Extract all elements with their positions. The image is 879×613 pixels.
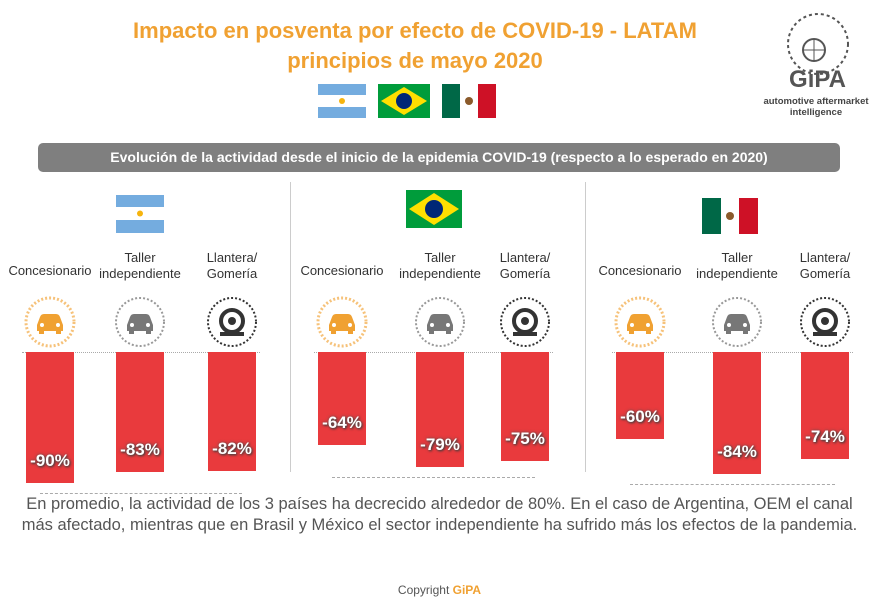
subtitle: principios de mayo 2020 — [287, 48, 543, 73]
category-label: Concesionario — [598, 263, 682, 278]
title: Impacto en posventa por efecto de COVID-… — [133, 18, 697, 43]
value-label: -64% — [322, 412, 362, 432]
value-label: -83% — [120, 440, 160, 460]
logo-name: GiPA — [789, 66, 846, 93]
icon — [207, 297, 257, 347]
value-label: -60% — [620, 407, 660, 426]
value-label: -90% — [30, 450, 70, 470]
category-label: Taller independiente — [399, 250, 481, 281]
copyright: Copyright GiPA — [0, 583, 879, 597]
bar — [713, 352, 761, 474]
category-label: Concesionario — [8, 263, 92, 278]
value-label: -75% — [505, 428, 545, 448]
icon — [115, 297, 165, 347]
logo-mark — [787, 13, 849, 75]
category-label: Concesionario — [300, 263, 384, 278]
bar — [208, 352, 256, 471]
icon — [800, 297, 850, 347]
flag-mexico — [702, 198, 758, 234]
reference-line — [332, 476, 535, 478]
bar — [318, 352, 366, 445]
icon — [614, 296, 666, 348]
separator — [585, 182, 586, 472]
bar — [616, 352, 664, 439]
bar — [801, 352, 849, 460]
separator — [290, 182, 291, 472]
logo-tagline: automotive aftermarket intelligence — [763, 96, 869, 118]
category-label: Taller independiente — [696, 250, 778, 281]
flag-brasil — [406, 190, 462, 228]
category-label: Llantera/ Gomería — [499, 250, 551, 281]
category-label: Llantera/ Gomería — [799, 250, 851, 281]
copyright-text: Copyright — [397, 583, 450, 597]
value-label: -82% — [212, 438, 252, 458]
value-label: -84% — [717, 441, 757, 461]
icon — [500, 297, 550, 347]
value-label: -79% — [420, 434, 460, 454]
bar — [416, 352, 464, 467]
value-label: -74% — [805, 427, 845, 447]
icon — [316, 296, 368, 348]
icon — [712, 297, 762, 347]
summary: En promedio, la actividad de los 3 paíse… — [21, 495, 858, 534]
reference-line — [630, 483, 835, 485]
category-label: Llantera/ Gomería — [206, 250, 258, 281]
icon — [24, 296, 76, 348]
bar — [501, 352, 549, 461]
bar — [26, 352, 74, 483]
copyright-brand: GiPA — [452, 583, 482, 597]
reference-line — [40, 492, 242, 494]
category-label: Taller independiente — [99, 250, 181, 281]
icon — [415, 297, 465, 347]
banner: Evolución de la actividad desde el inici… — [38, 143, 840, 172]
bar — [116, 352, 164, 473]
flag-argentina — [116, 195, 164, 233]
flags — [318, 84, 496, 118]
